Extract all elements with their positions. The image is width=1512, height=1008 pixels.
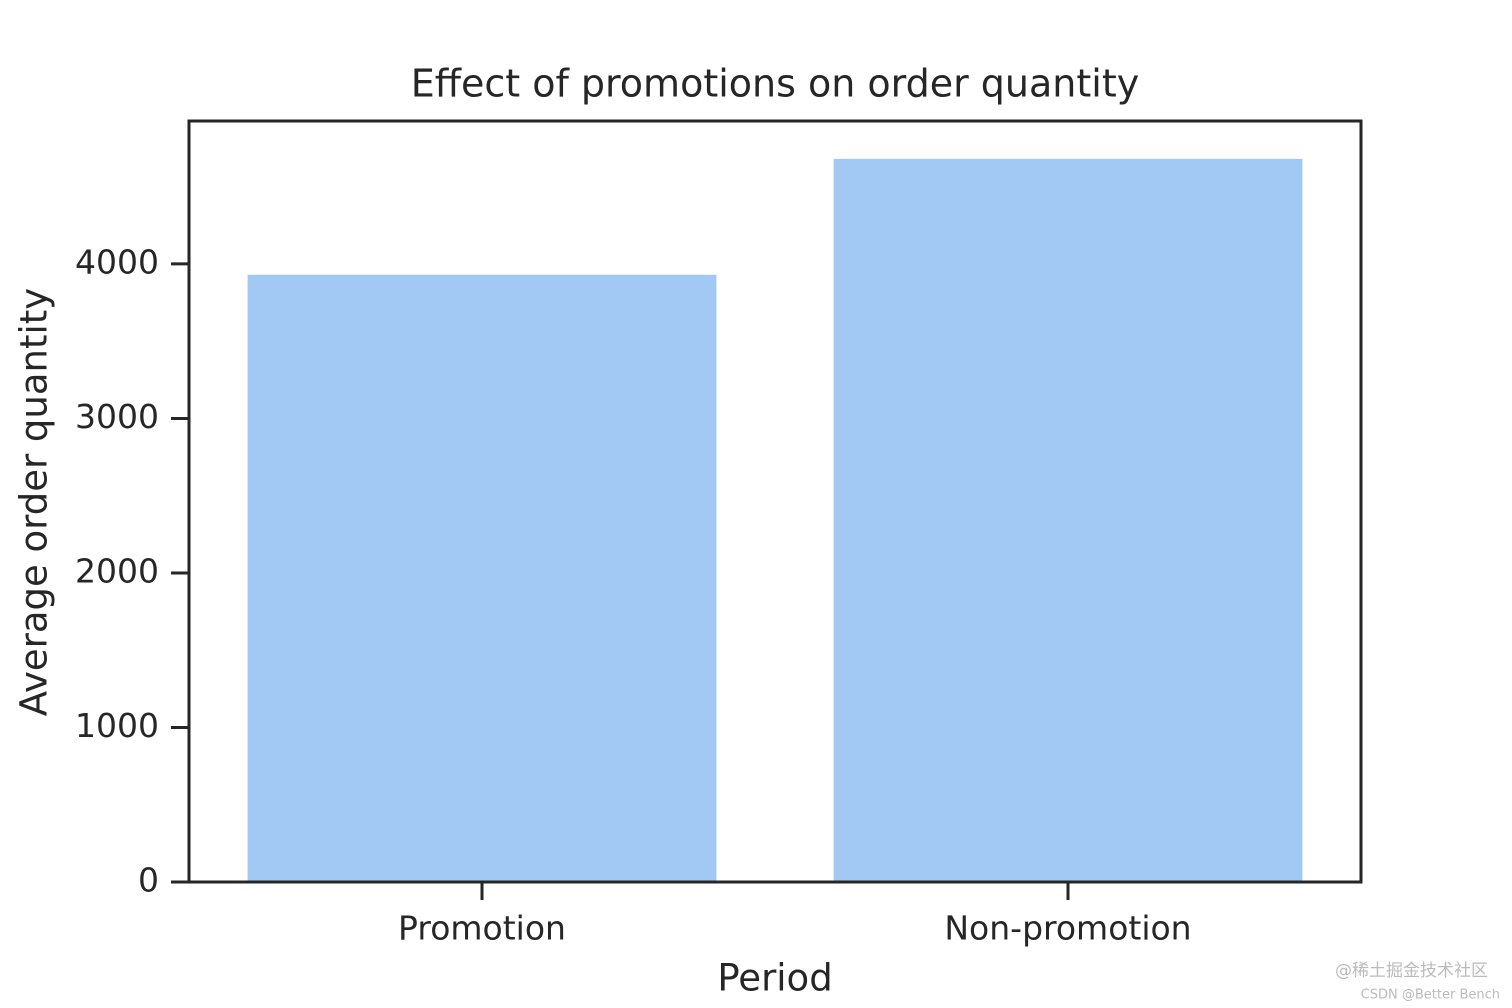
bar xyxy=(833,158,1303,882)
bar xyxy=(247,274,717,882)
chart-title: Effect of promotions on order quantity xyxy=(411,62,1139,106)
y-axis-label: Average order quantity xyxy=(13,288,56,716)
watermark: @稀土掘金技术社区 xyxy=(1335,961,1488,981)
x-tick-label: Non-promotion xyxy=(944,909,1191,948)
y-tick-label: 3000 xyxy=(75,397,159,436)
watermark: CSDN @Better Bench xyxy=(1361,988,1500,1003)
x-axis-label: Period xyxy=(717,957,832,1000)
y-tick-label: 2000 xyxy=(75,551,159,590)
plot-frame xyxy=(187,119,1363,884)
y-tick-label: 4000 xyxy=(75,242,159,281)
x-tick-label: Promotion xyxy=(398,909,566,948)
y-tick-label: 0 xyxy=(138,861,159,900)
y-tick-label: 1000 xyxy=(75,706,159,745)
